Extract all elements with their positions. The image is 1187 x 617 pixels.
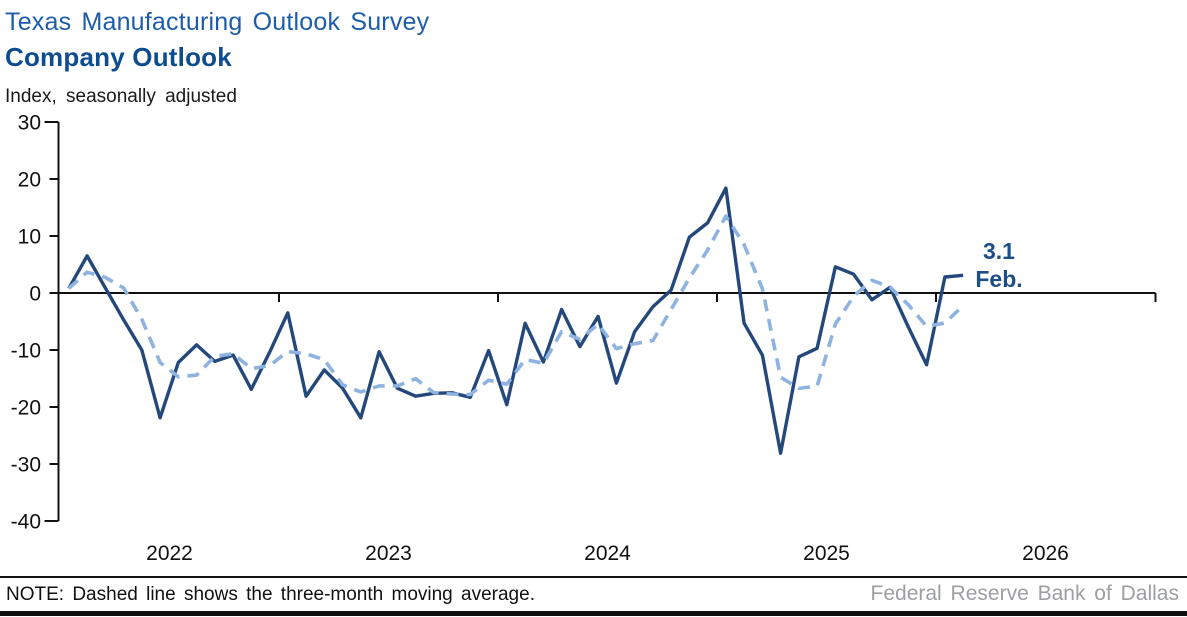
- x-tick-label: 2023: [365, 542, 412, 565]
- chart-title: Company Outlook: [5, 42, 232, 72]
- moving-average-line: [67, 214, 965, 397]
- last-period-label: Feb.: [975, 266, 1023, 292]
- unit-label: Index, seasonally adjusted: [5, 86, 237, 107]
- last-value-annotation: 3.1 Feb.: [954, 237, 1044, 293]
- y-tick-label: -20: [11, 397, 41, 420]
- last-value-label: 3.1: [983, 238, 1015, 264]
- survey-title: Texas Manufacturing Outlook Survey: [5, 8, 430, 36]
- footer-divider: [0, 576, 1187, 578]
- y-tick-label: -30: [11, 454, 41, 477]
- index-line: [67, 186, 964, 455]
- y-tick-label: 10: [18, 226, 41, 249]
- y-tick-label: 20: [18, 169, 41, 192]
- x-tick-label: 2025: [803, 542, 850, 565]
- bottom-border: [0, 611, 1187, 616]
- y-tick-label: 30: [18, 112, 41, 135]
- y-tick-label: 0: [29, 283, 41, 306]
- source-attribution: Federal Reserve Bank of Dallas: [870, 582, 1179, 605]
- x-tick-label: 2026: [1022, 542, 1069, 565]
- y-tick-label: -40: [11, 511, 41, 534]
- y-tick-label: -10: [11, 340, 41, 363]
- footnote: NOTE: Dashed line shows the three-month …: [6, 584, 535, 605]
- x-tick-label: 2024: [584, 542, 631, 565]
- x-tick-label: 2022: [146, 542, 193, 565]
